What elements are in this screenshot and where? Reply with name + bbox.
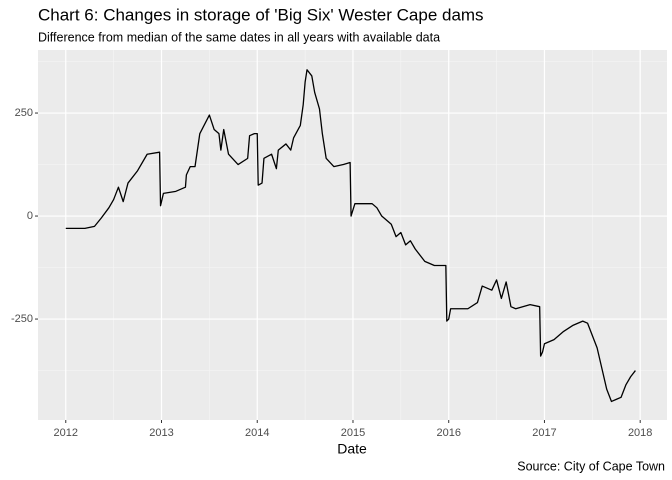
chart-subtitle: Difference from median of the same dates…	[38, 30, 440, 44]
x-tick-label: 2015	[341, 427, 365, 439]
x-tick-label: 2017	[532, 427, 556, 439]
x-tick-label: 2016	[436, 427, 460, 439]
x-tick-label: 2014	[245, 427, 269, 439]
y-tick-label: -250	[11, 313, 33, 325]
x-tick-label: 2013	[149, 427, 173, 439]
x-axis-label: Date	[337, 441, 367, 457]
y-tick-label: 250	[15, 107, 33, 119]
x-tick-label: 2012	[54, 427, 78, 439]
y-tick-label: 0	[27, 210, 33, 222]
chart-title: Chart 6: Changes in storage of 'Big Six'…	[38, 5, 484, 24]
x-tick-label: 2018	[628, 427, 652, 439]
data-line	[65, 69, 636, 403]
caption: Source: City of Cape Town	[517, 459, 665, 473]
